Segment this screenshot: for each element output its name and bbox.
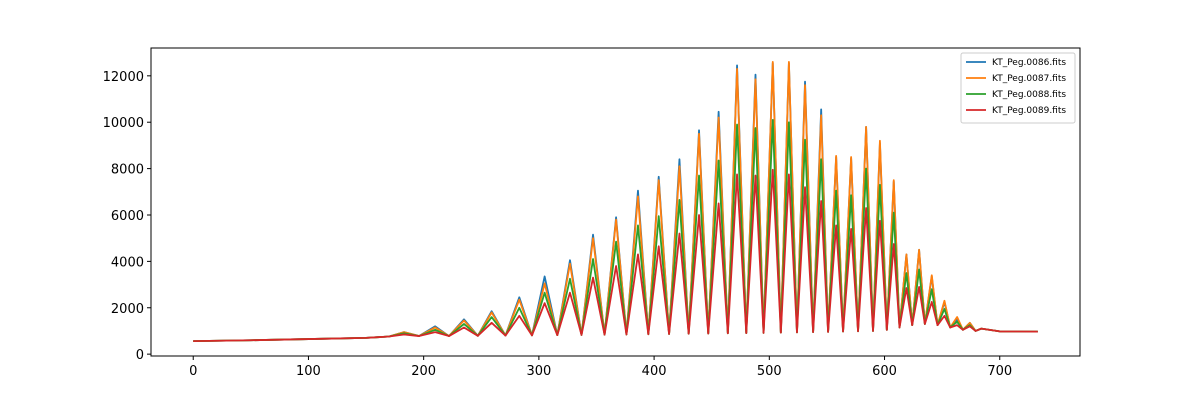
series-line: [193, 119, 1038, 343]
legend-label: KT_Peg.0088.fits: [992, 90, 1066, 100]
x-tick-label: 300: [526, 364, 551, 379]
x-tick-label: 0: [189, 364, 197, 379]
y-tick-label: 6000: [111, 209, 144, 224]
y-tick-label: 10000: [103, 116, 144, 131]
axes-frame: [150, 47, 1081, 357]
y-tick-label: 2000: [111, 302, 144, 317]
series-line: [193, 61, 1038, 343]
x-tick-label: 200: [411, 364, 436, 379]
legend-label: KT_Peg.0086.fits: [992, 58, 1066, 68]
y-tick-label: 0: [136, 348, 144, 363]
y-tick-label: 4000: [111, 255, 144, 270]
x-tick-label: 500: [757, 364, 782, 379]
x-tick-label: 700: [987, 364, 1012, 379]
x-tick-label: 400: [642, 364, 667, 379]
plot-area: [193, 61, 1038, 343]
x-tick-label: 600: [872, 364, 897, 379]
legend: KT_Peg.0086.fits KT_Peg.0087.fits KT_Peg.0…: [960, 52, 1076, 124]
y-tick-label: 8000: [111, 163, 144, 178]
legend-box: [960, 52, 1076, 124]
legend-label: KT_Peg.0089.fits: [992, 106, 1066, 116]
y-tick-label: 12000: [103, 70, 144, 85]
series-line: [193, 168, 1038, 343]
legend-label: KT_Peg.0087.fits: [992, 74, 1066, 84]
x-tick-label: 100: [296, 364, 321, 379]
